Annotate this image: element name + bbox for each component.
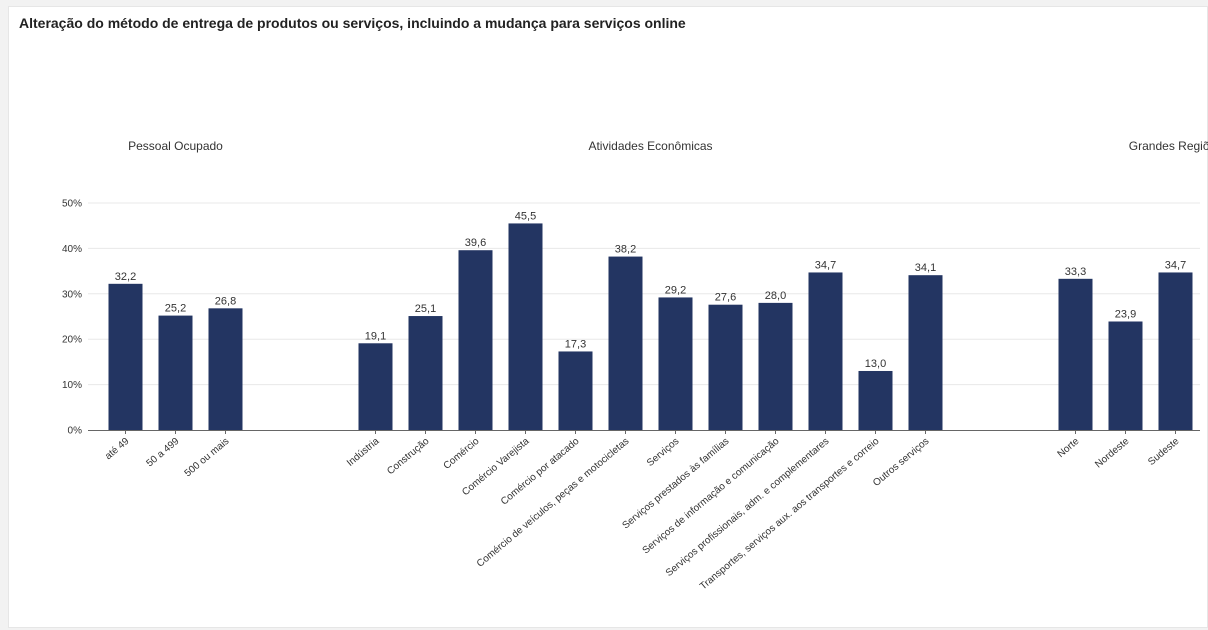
data-label: 45,5: [515, 210, 536, 222]
bar: [458, 250, 493, 430]
data-label: 28,0: [765, 290, 786, 302]
group-header: Grandes Regiões: [1129, 139, 1208, 153]
y-tick-label: 0%: [68, 426, 83, 437]
x-tick-label: 500 ou mais: [183, 436, 232, 479]
bar: [1108, 321, 1143, 430]
bar: [358, 343, 393, 430]
bar: [1158, 272, 1193, 430]
bar: [808, 272, 843, 430]
bars: [108, 223, 1193, 430]
y-tick-label: 10%: [62, 380, 82, 391]
bar: [1058, 278, 1093, 430]
data-label: 23,9: [1115, 308, 1136, 320]
bar: [658, 297, 693, 430]
bar: [558, 351, 593, 430]
data-label: 34,7: [815, 259, 836, 271]
bar: [708, 304, 743, 430]
y-tick-label: 20%: [62, 335, 82, 346]
bar: [208, 308, 243, 430]
gridlines: [88, 202, 1200, 431]
data-label: 34,7: [1165, 259, 1186, 271]
bar: [908, 275, 943, 430]
group-header: Pessoal Ocupado: [128, 139, 223, 153]
data-label: 25,2: [165, 303, 186, 315]
group-headers: Pessoal Ocupado Atividades Econômicas Gran…: [128, 139, 1208, 153]
x-tick-label: Sudeste: [1146, 436, 1182, 468]
x-tick-label: Transportes, serviços aux. aos transport…: [698, 436, 882, 593]
data-label: 34,1: [915, 262, 936, 274]
x-tick-label: Serviços prestados às famílias: [620, 436, 731, 532]
x-tick-label: Norte: [1056, 436, 1082, 460]
y-tick-label: 40%: [62, 244, 82, 255]
x-tick-label: até 49: [103, 436, 132, 463]
group-header: Atividades Econômicas: [588, 139, 712, 153]
data-label: 13,0: [865, 358, 886, 370]
bar: [858, 370, 893, 430]
x-tick-label: Comércio: [442, 436, 482, 472]
bar: [108, 283, 143, 430]
bar: [608, 256, 643, 430]
bar: [508, 223, 543, 430]
data-label: 38,2: [615, 244, 636, 256]
y-tick-label: 50%: [62, 199, 82, 210]
data-label: 29,2: [665, 284, 686, 296]
y-tick-label: 30%: [62, 289, 82, 300]
data-label: 19,1: [365, 330, 386, 342]
x-tick-label: 50 a 499: [145, 436, 182, 470]
x-tick-label: Indústria: [345, 436, 382, 469]
x-tick-label: Construção: [385, 436, 432, 478]
data-label: 27,6: [715, 292, 736, 304]
bar: [408, 316, 443, 430]
data-label: 33,3: [1065, 266, 1086, 278]
data-labels: 32,2 25,2 26,8 19,1 25,1 39,6 45,5 17,3 38,2 29,2…: [115, 210, 1186, 370]
data-label: 32,2: [115, 271, 136, 283]
x-axis: até 49 50 a 499 500 ou mais Indústria Constr…: [103, 430, 1182, 593]
data-label: 17,3: [565, 338, 586, 350]
data-label: 25,1: [415, 303, 436, 315]
y-axis: 0% 10% 20% 30% 40% 50%: [62, 199, 82, 437]
data-label: 26,8: [215, 295, 236, 307]
x-tick-label: Serviços: [645, 436, 681, 469]
x-tick-label: Nordeste: [1093, 436, 1131, 471]
data-label: 39,6: [465, 237, 486, 249]
chart-card: Alteração do método de entrega de produt…: [8, 6, 1208, 628]
bar: [758, 302, 793, 430]
chart-title: Alteração do método de entrega de produt…: [19, 15, 686, 31]
bar: [158, 315, 193, 430]
